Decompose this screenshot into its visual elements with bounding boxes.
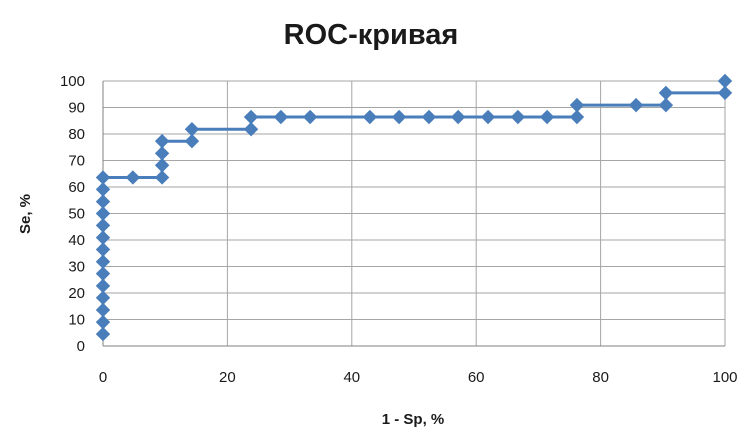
x-tick-label-0: 0 [99,369,107,386]
data-point-7 [95,242,111,257]
y-tick-label-60: 60 [68,179,85,196]
data-point-36 [658,85,674,101]
data-point-34 [628,97,644,113]
data-point-12 [95,182,111,197]
data-point-27 [421,109,437,125]
y-tick-label-80: 80 [68,126,85,143]
data-point-14 [125,170,141,185]
data-point-4 [95,278,111,294]
y-tick-label-0: 0 [77,338,85,355]
data-point-2 [95,302,111,318]
y-tick-label-90: 90 [68,100,85,117]
x-tick-label-40: 40 [343,369,360,386]
data-point-8 [95,230,111,245]
series-line-0 [101,81,727,335]
data-point-30 [510,109,526,125]
data-point-20 [184,122,200,137]
data-point-13 [95,170,111,185]
y-axis-title: Se, % [17,194,34,234]
data-point-18 [154,133,170,149]
data-point-29 [480,109,496,125]
tick-labels: 0 10 20 30 40 50 60 70 80 90 100 0 20 40 60 80 100 [60,73,738,386]
y-tick-label-30: 30 [68,259,85,276]
y-tick-label-50: 50 [68,206,85,223]
data-point-9 [95,218,111,233]
data-point-5 [95,266,111,281]
y-tick-label-10: 10 [68,312,85,329]
data-point-32 [569,109,585,125]
data-point-28 [450,109,466,125]
data-point-1 [95,314,111,330]
x-tick-label-80: 80 [592,369,609,386]
y-tick-label-40: 40 [68,232,85,249]
grid [103,80,726,346]
data-point-3 [95,290,111,305]
data-point-16 [154,158,170,173]
data-point-11 [95,194,111,209]
y-tick-label-20: 20 [68,285,85,302]
y-tick-label-100: 100 [60,73,85,90]
data-point-24 [302,109,318,125]
data-point-38 [717,73,733,89]
data-point-37 [717,85,733,101]
series [95,73,733,342]
data-point-33 [569,97,585,113]
data-point-19 [184,133,200,149]
data-point-31 [539,109,555,125]
chart-title: ROC-кривая [284,19,459,51]
data-point-6 [95,254,111,269]
data-point-17 [154,146,170,161]
data-point-15 [154,170,170,185]
data-point-26 [391,109,407,125]
data-point-0 [95,326,111,342]
x-tick-label-100: 100 [712,369,737,386]
y-tick-label-70: 70 [68,153,85,170]
data-point-25 [362,109,378,125]
data-point-10 [95,206,111,221]
x-tick-label-20: 20 [219,369,236,386]
x-axis-title: 1 - Sp, % [382,411,445,428]
x-tick-label-60: 60 [468,369,485,386]
data-point-23 [273,109,289,125]
data-point-21 [243,122,259,137]
data-point-35 [658,97,674,113]
data-point-22 [243,109,259,125]
